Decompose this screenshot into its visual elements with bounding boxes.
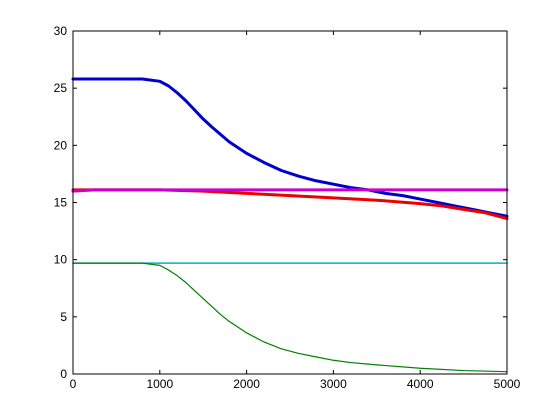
labels-layer: 0 1000 2000 3000 4000 5000 0 5 10 15 20 25 30 — [54, 24, 521, 391]
y-tick-label: 0 — [60, 367, 67, 381]
x-tick-label: 1000 — [146, 377, 173, 391]
ticks-layer — [72, 30, 508, 375]
x-tick-label: 3000 — [320, 377, 347, 391]
y-tick-label: 5 — [60, 310, 67, 324]
y-tick-label: 20 — [54, 138, 68, 152]
series-line-1 — [71, 77, 509, 218]
x-tick-label: 2000 — [233, 377, 260, 391]
y-tick-label: 25 — [54, 81, 68, 95]
y-tick-label: 15 — [54, 196, 68, 210]
y-tick-label: 30 — [54, 24, 68, 38]
series-layer — [71, 77, 509, 373]
series-line-5 — [72, 262, 508, 373]
y-tick-label: 10 — [54, 253, 68, 267]
x-tick-label: 5000 — [494, 377, 521, 391]
x-tick-label: 4000 — [407, 377, 434, 391]
x-tick-label: 0 — [70, 377, 77, 391]
series-line-3 — [71, 188, 509, 193]
